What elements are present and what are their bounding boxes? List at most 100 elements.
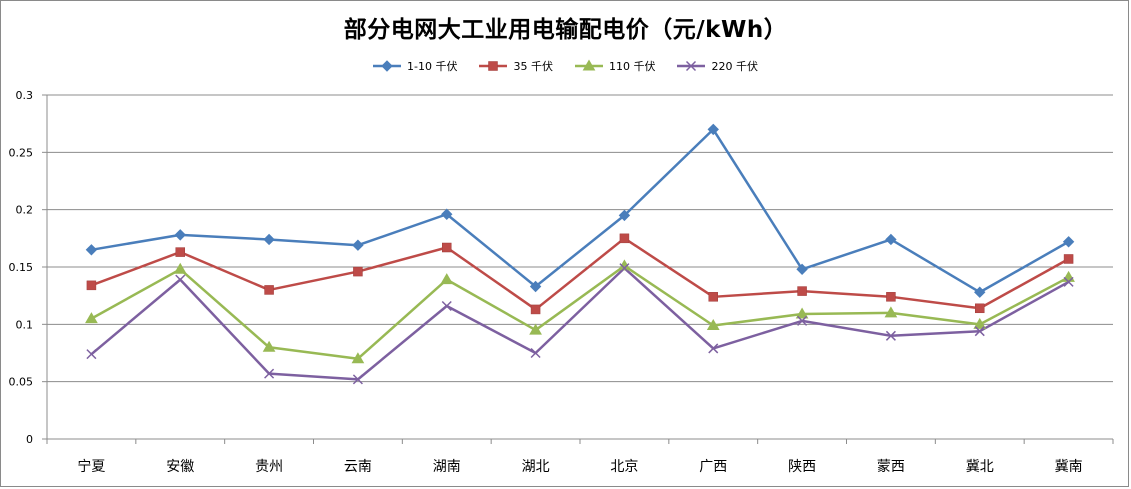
legend-swatch-marker-3 [686, 60, 697, 72]
y-tick-label-3: 0.15 [9, 261, 34, 274]
series-3-point-10 [974, 326, 985, 337]
x-tick-label-7: 广西 [699, 459, 727, 475]
series-2-point-4 [440, 273, 454, 285]
legend-item-0: 1-10 千伏 [373, 58, 457, 74]
series-2-point-11 [1062, 270, 1075, 282]
series-2-point-5 [529, 323, 542, 335]
series-1-point-2 [264, 285, 274, 295]
series-1-point-7 [708, 292, 718, 302]
series-2-point-0 [85, 312, 98, 324]
series-line-0 [91, 128, 1070, 294]
x-tick-label-0: 宁夏 [77, 458, 105, 475]
series-line-2 [90, 264, 1070, 360]
series-3-point-0 [86, 349, 97, 360]
series-1-point-3 [353, 266, 363, 277]
x-tick-label-4: 湖南 [433, 459, 461, 475]
series-3-point-11 [1063, 276, 1074, 287]
x-tick-label-9: 蒙西 [877, 459, 905, 475]
series-3-point-9-b [885, 330, 896, 341]
series-0-point-8 [796, 263, 808, 276]
series-markers [85, 123, 1075, 385]
x-tick-label-10: 冀北 [966, 459, 994, 475]
x-tick-label-3: 云南 [344, 459, 372, 475]
legend-swatch-0 [373, 60, 402, 72]
series-0-point-7 [707, 123, 719, 136]
series-3-point-4-b [441, 300, 452, 312]
series-lines [90, 128, 1070, 381]
legend-item-3: 220 千伏 [677, 58, 758, 74]
tick-labels: 0 0.05 0.1 0.15 0.2 0.25 0.3 宁夏 安徽 贵州 云南 湖南 湖北 北京 广西 陕西… [9, 89, 1083, 475]
legend-swatch-marker-3-b [686, 60, 697, 72]
series-3-point-3 [352, 374, 363, 385]
series-2-point-1 [173, 262, 187, 274]
series-3-point-6 [619, 263, 630, 274]
series-3-point-0-b [86, 349, 97, 360]
series-0-point-6 [618, 209, 631, 222]
y-tick-label-2: 0.1 [16, 318, 34, 331]
legend-label-0: 1-10 千伏 [407, 60, 458, 73]
series-1-point-0 [86, 280, 97, 291]
series-2-point-9 [884, 306, 898, 318]
series-2-point-7 [706, 318, 720, 330]
series-0-point-11 [1062, 236, 1075, 248]
series-0-point-4 [441, 208, 453, 220]
legend-label-2: 110 千伏 [608, 60, 656, 73]
series-line-1 [90, 237, 1070, 311]
series-0-point-9 [885, 233, 897, 246]
legend-swatch-3 [677, 60, 706, 72]
x-tick-label-8: 陕西 [788, 459, 816, 475]
series-3-point-6-b [619, 263, 630, 274]
series-3-point-3-b [352, 374, 363, 385]
series-1-point-4 [442, 242, 452, 253]
series-0-point-10 [974, 286, 986, 298]
axes [42, 94, 1114, 444]
series-1-point-9 [886, 292, 896, 302]
series-3-point-8 [797, 315, 808, 326]
x-tick-label-2: 贵州 [255, 459, 283, 475]
series-0-point-5 [529, 280, 542, 293]
series-1-point-1 [175, 247, 185, 257]
series-2-point-2 [262, 340, 276, 352]
series-3-point-8-b [797, 315, 808, 326]
series-3-point-11-b [1063, 276, 1074, 287]
chart-title: 部分电网大工业用电输配电价（元/kWh） [343, 17, 788, 43]
series-1-point-10 [975, 303, 985, 314]
legend-swatch-marker-2 [582, 59, 596, 71]
y-tick-label-6: 0.3 [16, 89, 34, 102]
series-3-point-9 [885, 330, 896, 341]
series-3-point-5-b [530, 347, 541, 359]
x-tick-label-11: 冀南 [1055, 459, 1083, 475]
series-1-point-11 [1063, 254, 1074, 264]
series-3-point-4 [441, 300, 452, 312]
series-0-point-3 [352, 239, 364, 251]
x-tick-label-5: 湖北 [522, 459, 550, 475]
series-1-point-5 [530, 304, 541, 315]
series-0-point-1 [174, 229, 186, 241]
series-1-point-8 [797, 286, 807, 296]
legend-swatch-2 [574, 59, 603, 71]
series-line-3 [90, 266, 1070, 381]
legend-item-1: 35 千伏 [479, 58, 553, 74]
series-0-point-0 [85, 244, 98, 256]
gridlines [47, 94, 1113, 383]
series-3-point-10-b [974, 326, 985, 337]
y-tick-label-5: 0.25 [9, 146, 34, 159]
y-tick-label-4: 0.2 [16, 204, 34, 217]
series-3-point-5 [530, 347, 541, 359]
legend-label-3: 220 千伏 [711, 60, 758, 73]
x-tick-label-6: 北京 [610, 459, 638, 475]
series-3-point-2 [264, 368, 275, 379]
y-tick-label-0: 0 [26, 433, 33, 446]
legend-swatch-1 [479, 61, 508, 71]
legend-swatch-marker-0 [381, 60, 393, 72]
legend-swatch-marker-1 [488, 61, 499, 71]
series-2-point-8 [795, 307, 809, 319]
series-2-point-10 [973, 317, 987, 329]
series-3-point-1-b [175, 274, 186, 285]
legend-label-1: 35 千伏 [513, 60, 553, 73]
series-3-point-1 [175, 274, 186, 285]
legend-item-2: 110 千伏 [574, 58, 656, 74]
y-tick-label-1: 0.05 [9, 376, 34, 389]
